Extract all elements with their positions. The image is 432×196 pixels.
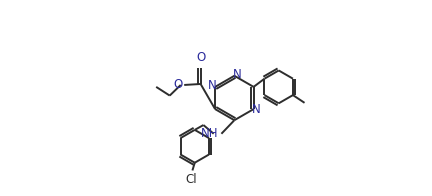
Text: O: O bbox=[173, 78, 183, 92]
Text: O: O bbox=[196, 51, 205, 64]
Text: Cl: Cl bbox=[186, 173, 197, 186]
Text: N: N bbox=[252, 103, 260, 116]
Text: N: N bbox=[233, 68, 241, 81]
Text: NH: NH bbox=[200, 127, 218, 140]
Text: N: N bbox=[208, 79, 217, 92]
